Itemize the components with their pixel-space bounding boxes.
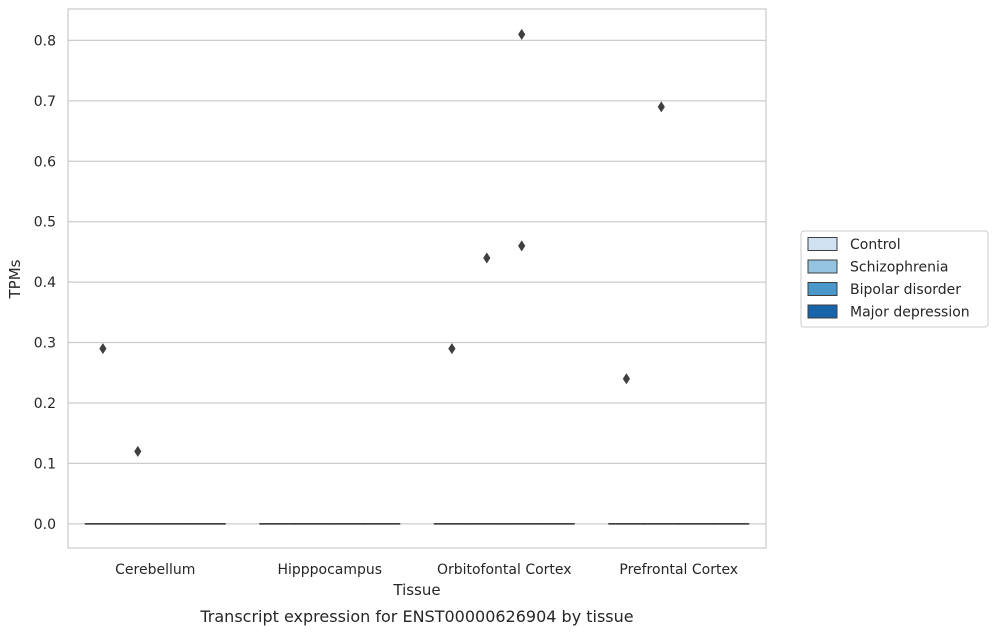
y-tick-label: 0.5 xyxy=(34,215,56,231)
legend-label: Schizophrenia xyxy=(850,260,948,276)
y-tick-label: 0.2 xyxy=(34,396,56,412)
outlier-point xyxy=(518,28,526,40)
legend-item: Control xyxy=(807,237,901,253)
x-axis-ticks: Cerebellum Hipppocampus Orbitofontal Corte… xyxy=(115,562,738,578)
legend-item: Schizophrenia xyxy=(807,259,948,276)
y-tick-label: 0.6 xyxy=(34,154,56,170)
legend-label: Major depression xyxy=(850,305,970,321)
y-tick-label: 0.4 xyxy=(34,275,56,291)
chart-caption: Transcript expression for ENST0000062690… xyxy=(199,607,633,626)
y-tick-label: 0.3 xyxy=(34,336,56,352)
y-tick-label: 0.7 xyxy=(34,94,56,110)
legend-item: Bipolar disorder xyxy=(807,282,961,298)
x-tick-label: Orbitofontal Cortex xyxy=(437,562,572,578)
legend-swatch xyxy=(807,282,838,296)
y-axis-title: TPMs xyxy=(6,259,24,299)
legend: Control Schizophrenia Bipolar disorder Majo… xyxy=(800,230,989,328)
legend-swatch xyxy=(807,304,838,319)
x-tick-label: Prefrontal Cortex xyxy=(619,562,738,578)
outlier-point xyxy=(99,343,107,355)
y-tick-label: 0.8 xyxy=(34,33,56,49)
legend-label: Control xyxy=(850,237,901,253)
y-tick-label: 0.0 xyxy=(34,517,56,533)
legend-swatch xyxy=(807,259,838,274)
y-tick-label: 0.1 xyxy=(34,456,56,472)
outlier-point xyxy=(622,373,630,385)
x-tick-label: Hipppocampus xyxy=(277,562,382,578)
y-axis-ticks: 0.0 0.1 0.2 0.3 0.4 0.5 0.6 0.7 0.8 xyxy=(34,33,56,532)
x-tick-label: Cerebellum xyxy=(115,562,195,578)
x-axis-title: Tissue xyxy=(392,581,440,599)
legend-frame xyxy=(800,230,989,328)
legend-swatch xyxy=(807,237,838,251)
plot-area xyxy=(67,8,767,549)
outlier-point xyxy=(134,445,142,457)
legend-item: Major depression xyxy=(807,304,970,321)
outlier-point xyxy=(657,101,665,113)
outlier-point xyxy=(483,252,491,264)
outliers xyxy=(99,28,665,457)
outlier-point xyxy=(448,343,456,355)
gridlines xyxy=(68,39,766,525)
legend-label: Bipolar disorder xyxy=(850,282,961,298)
outlier-point xyxy=(518,240,526,252)
